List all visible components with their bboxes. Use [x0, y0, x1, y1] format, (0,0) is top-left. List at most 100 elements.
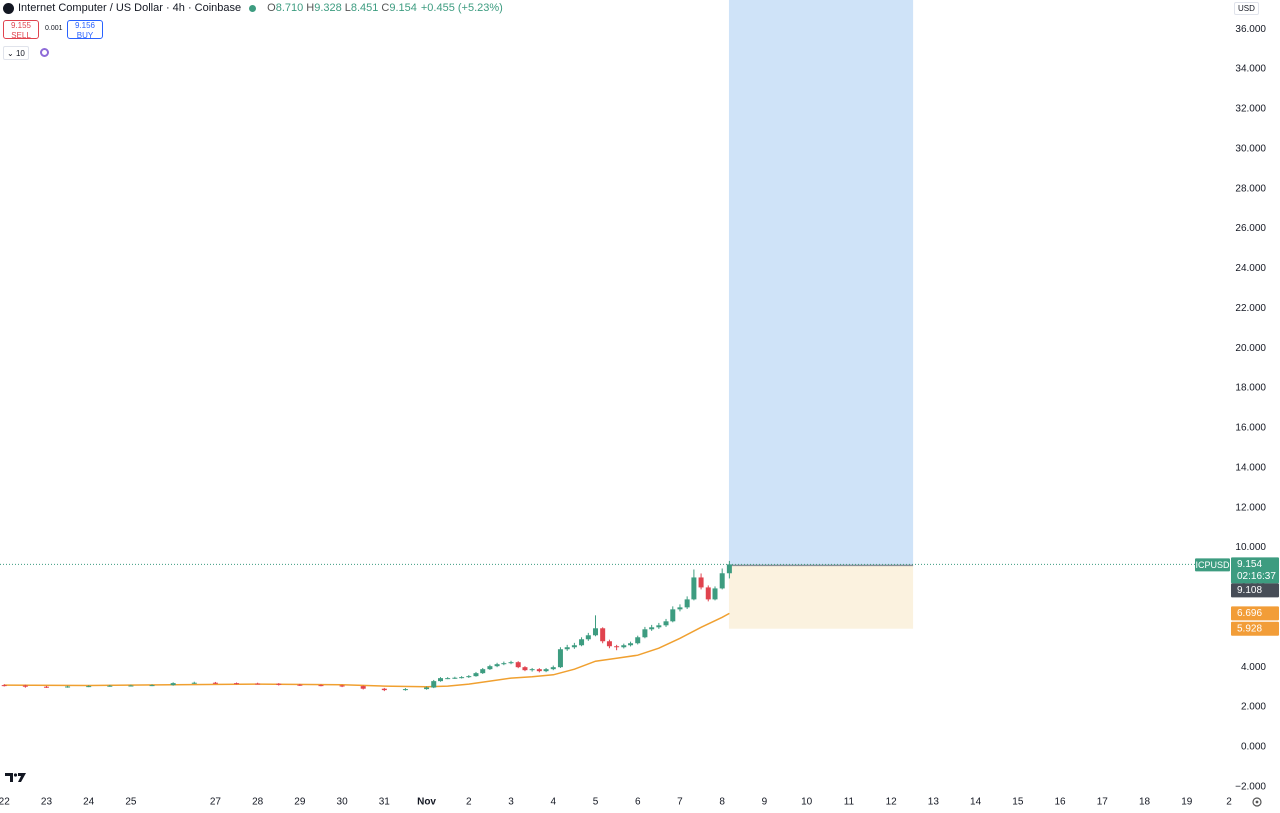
y-tick-label: 0.000	[1241, 742, 1266, 753]
candle-body	[600, 628, 606, 642]
candle-body	[543, 669, 549, 672]
candle-body	[43, 686, 49, 688]
candle-body	[635, 637, 641, 644]
candle-body	[437, 678, 443, 682]
y-tick-label: 18.000	[1235, 383, 1266, 394]
sell-button[interactable]: 9.155 SELL	[3, 20, 39, 40]
buy-price: 9.156	[74, 21, 96, 30]
y-tick-label: 34.000	[1235, 64, 1266, 75]
candle-body	[642, 629, 648, 638]
price-countdown: 02:16:37	[1237, 571, 1276, 582]
quantity-dropdown[interactable]: ⌄ 10	[3, 46, 29, 60]
candle-body	[487, 666, 493, 670]
candle-body	[579, 639, 585, 646]
candle-body	[592, 628, 598, 636]
legend-label: L	[344, 2, 351, 14]
candle-body	[128, 685, 134, 687]
x-tick-label: 19	[1181, 797, 1193, 808]
price-label: 9.154	[1237, 559, 1262, 570]
x-tick-label: 18	[1139, 797, 1151, 808]
candle-body	[255, 683, 261, 685]
x-tick-label: 22	[0, 797, 10, 808]
candle-body	[1, 685, 7, 687]
candle-body	[107, 685, 113, 687]
quantity: 10	[15, 49, 25, 58]
y-tick-label: 30.000	[1235, 143, 1266, 154]
legend-label: O	[267, 2, 276, 14]
legend-label: H	[306, 2, 315, 14]
x-tick-label: 23	[41, 797, 53, 808]
x-tick-label: 28	[252, 797, 264, 808]
moving-average-line	[4, 612, 730, 688]
y-tick-label: 12.000	[1235, 502, 1266, 513]
price-label-box	[1231, 583, 1279, 598]
candle-body	[22, 685, 28, 687]
x-tick-label: 8	[719, 797, 725, 808]
symbol-tag: ICPUSD	[1195, 560, 1230, 570]
x-tick-label: 29	[294, 797, 306, 808]
candle-body	[508, 662, 514, 664]
y-tick-label: 20.000	[1235, 343, 1266, 354]
currency[interactable]: USD	[1234, 2, 1259, 15]
spread: 0.001	[45, 25, 63, 32]
y-tick-label: 16.000	[1235, 423, 1266, 434]
candle-body	[670, 609, 676, 622]
x-tick-label: 2	[466, 797, 472, 808]
legend-value: 9.328	[314, 2, 342, 14]
candle-body	[726, 564, 732, 574]
candle-body	[656, 625, 662, 628]
position-loss	[728, 565, 914, 629]
y-tick-label: 2.000	[1241, 702, 1266, 713]
ohlc-legend: O8.710 H9.328 L8.451 C9.154	[264, 2, 417, 14]
x-tick-label: 9	[762, 797, 768, 808]
price-label: 5.928	[1237, 623, 1262, 634]
y-tick-label: 24.000	[1235, 263, 1266, 274]
buy-label: BUY	[76, 31, 94, 40]
candle-body	[452, 677, 458, 679]
x-tick-label: 6	[635, 797, 641, 808]
y-tick-label: 22.000	[1235, 303, 1266, 314]
candle-body	[191, 682, 197, 684]
y-tick-label: 26.000	[1235, 223, 1266, 234]
candle-body	[677, 607, 683, 610]
x-tick-label: 10	[801, 797, 813, 808]
y-tick-label: −2.000	[1235, 781, 1266, 792]
refresh-icon[interactable]	[40, 48, 49, 57]
plot-area	[0, 0, 1229, 692]
candle-body	[550, 667, 556, 670]
x-tick-label: 12	[886, 797, 898, 808]
settings-icon[interactable]	[1252, 797, 1262, 807]
legend-value: 8.451	[350, 2, 379, 14]
y-tick-label: 10.000	[1235, 542, 1266, 553]
candle-body	[606, 641, 612, 647]
candle-body	[529, 669, 535, 671]
candle-body	[663, 621, 669, 626]
legend-value: 8.710	[275, 2, 304, 14]
candle-body	[381, 688, 387, 691]
candle-body	[501, 663, 507, 665]
y-tick-label: 32.000	[1235, 104, 1266, 115]
candle-body	[564, 647, 570, 650]
y-tick-label: 14.000	[1235, 462, 1266, 473]
x-tick-label: 2	[1226, 797, 1232, 808]
symbol-header: Internet Computer / US Dollar · 4h · Coi…	[3, 2, 503, 14]
candle-body	[424, 687, 430, 690]
symbol-tag-box	[1195, 558, 1230, 572]
symbol-logo	[3, 2, 14, 14]
candle-body	[684, 599, 690, 608]
candle-body	[402, 689, 408, 691]
candle-body	[234, 683, 240, 685]
symbol-title[interactable]: Internet Computer / US Dollar · 4h · Coi…	[18, 2, 242, 14]
y-tick-label: 36.000	[1235, 24, 1266, 35]
legend-value: 9.154	[389, 2, 417, 14]
candle-body	[170, 683, 176, 686]
buy-button[interactable]: 9.156 BUY	[67, 20, 103, 40]
candle-body	[649, 627, 655, 630]
candle-body	[698, 577, 704, 588]
x-tick-label: 25	[125, 797, 137, 808]
position-profit	[728, 0, 914, 566]
x-tick-label: 7	[677, 797, 683, 808]
price-label: 6.696	[1237, 608, 1262, 619]
x-tick-label: 3	[508, 797, 514, 808]
